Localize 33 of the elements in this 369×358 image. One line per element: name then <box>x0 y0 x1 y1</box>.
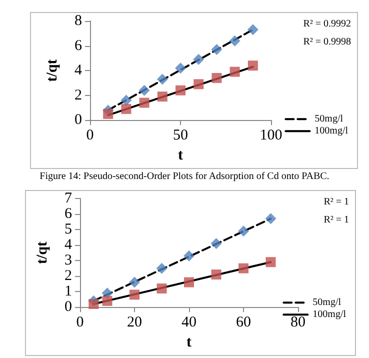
y-tick-label: 2 <box>64 268 72 284</box>
y-axis-title: t/qt <box>34 242 50 264</box>
x-tick-label: 20 <box>127 314 142 331</box>
text: R² = 0.9992 <box>303 18 352 30</box>
y-tick-label: 1 <box>64 284 72 300</box>
y-tick-label: 4 <box>74 62 82 79</box>
legend-label: 100mg/l <box>314 126 348 137</box>
text: R² = 0.9998 <box>303 36 352 48</box>
x-tick-label: 40 <box>182 314 196 331</box>
x-axis-title: t <box>178 148 183 164</box>
y-tick-label: 8 <box>74 13 82 29</box>
y-tick-label: 0 <box>64 299 72 316</box>
legend-label: 100mg/l <box>312 309 346 320</box>
y-tick-label: 3 <box>64 252 72 269</box>
y-tick-label: 4 <box>64 237 72 254</box>
x-tick-label: 50 <box>173 128 188 144</box>
x-tick-label: 0 <box>86 128 94 144</box>
y-tick-label: 5 <box>64 222 72 238</box>
y-tick-label: 2 <box>74 87 82 104</box>
y-axis-title: t/qt <box>44 59 60 82</box>
text: R² = 1 <box>324 214 350 226</box>
y-tick-label: 7 <box>64 190 72 206</box>
y-tick-label: 0 <box>74 112 82 128</box>
legend-label: 50mg/l <box>314 114 344 125</box>
y-tick-label: 6 <box>74 38 82 54</box>
y-tick-label: 6 <box>64 206 72 222</box>
caption: Figure 14: Pseudo-second-Order Plots for Adsorption of Cd onto PABC. <box>38 171 330 182</box>
legend-label: 50mg/l <box>312 297 342 308</box>
text: R² = 1 <box>324 196 350 208</box>
x-tick-label: 60 <box>236 314 251 331</box>
x-axis-title: t <box>186 334 192 350</box>
x-tick-label: 80 <box>290 314 306 331</box>
x-tick-label: 100 <box>260 128 282 144</box>
